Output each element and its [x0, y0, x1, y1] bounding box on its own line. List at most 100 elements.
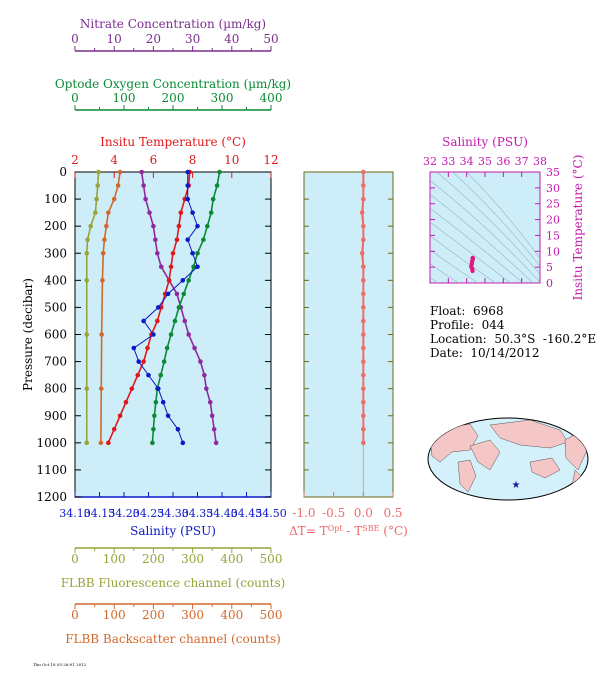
ts-point: [470, 268, 475, 274]
density-contour: [465, 172, 540, 259]
data-point-temperature: [155, 318, 160, 324]
data-point-backscatter: [98, 440, 104, 446]
delta-t-point: [361, 426, 366, 432]
density-contour: [452, 172, 540, 267]
data-point-nitrate: [141, 183, 146, 188]
density-contour: [436, 172, 540, 275]
salinity-tick-label: 34.30: [157, 507, 189, 520]
data-point-fluorescence: [88, 223, 93, 229]
data-point-backscatter: [100, 250, 106, 256]
data-point-fluorescence: [93, 210, 98, 215]
float-id: Float: 6968: [430, 304, 504, 318]
data-point-salinity: [185, 183, 190, 188]
data-point-oxygen: [151, 426, 156, 432]
ts-ytick-label: 35: [546, 166, 560, 179]
delta-t-point: [361, 278, 366, 283]
delta-t-point: [359, 250, 365, 256]
nitrate-tick-label: 10: [107, 32, 122, 46]
salinity-tick-label: 34.10: [59, 507, 91, 520]
oxygen-tick-label: 400: [260, 91, 283, 105]
data-point-nitrate: [209, 413, 215, 419]
land-mass: [469, 439, 501, 471]
nitrate-tick-label: 50: [263, 32, 278, 46]
data-point-temperature: [170, 250, 176, 256]
ts-xtick-label: 35: [478, 155, 492, 168]
fluorescence-tick-label: 0: [71, 552, 79, 566]
data-point-nitrate: [174, 291, 180, 297]
salinity-tick-label: 34.45: [231, 507, 263, 520]
temperature-tick-label: 10: [224, 153, 239, 167]
data-point-salinity: [175, 426, 181, 432]
data-point-temperature: [106, 440, 111, 446]
data-point-oxygen: [181, 291, 187, 297]
data-point-oxygen: [164, 345, 170, 351]
backscatter-tick-label: 0: [71, 608, 79, 622]
delta-t-xtick-label: -0.5: [322, 506, 345, 520]
data-point-salinity: [180, 440, 186, 446]
data-point-backscatter: [98, 386, 104, 391]
data-point-oxygen: [214, 183, 220, 188]
delta-t-point: [361, 345, 366, 351]
data-point-nitrate: [147, 210, 152, 215]
data-point-nitrate: [139, 169, 144, 175]
backscatter-tick-label: 200: [142, 608, 165, 622]
timestamp-footer: Thu Oct 18 05:26:01 2012: [33, 662, 87, 667]
temperature-tick-label: 6: [150, 153, 158, 167]
data-point-salinity: [136, 359, 141, 364]
data-point-oxygen: [201, 237, 206, 243]
pressure-tick-label: 300: [44, 246, 67, 260]
delta-t-point: [361, 332, 366, 337]
ts-xtick-label: 34: [460, 155, 474, 168]
salinity-axis-title: Salinity (PSU): [130, 524, 216, 538]
data-point-nitrate: [213, 440, 219, 446]
data-point-fluorescence: [95, 183, 101, 188]
ts-xtick-label: 38: [533, 155, 547, 168]
land-mass: [529, 457, 561, 479]
data-point-nitrate: [211, 426, 217, 432]
nitrate-tick-label: 20: [146, 32, 161, 46]
delta-t-point: [361, 440, 366, 446]
ts-xtick-label: 36: [496, 155, 510, 168]
data-point-fluorescence: [84, 386, 90, 391]
pressure-tick-label: 100: [44, 192, 67, 206]
data-point-temperature: [117, 413, 123, 419]
ts-ytick-label: 20: [546, 214, 560, 227]
delta-t-plot-area: [303, 171, 394, 498]
pressure-tick-label: 600: [44, 328, 67, 342]
data-point-backscatter: [115, 183, 121, 188]
data-point-salinity: [195, 223, 200, 229]
ts-xtick-label: 32: [423, 155, 437, 168]
ts-xtick-label: 37: [515, 155, 529, 168]
backscatter-axis-title: FLBB Backscatter channel (counts): [65, 632, 281, 646]
delta-t-point: [361, 359, 366, 364]
fluorescence-tick-label: 400: [220, 552, 243, 566]
data-point-fluorescence: [84, 250, 90, 256]
delta-t-xtick-label: 0.0: [354, 506, 373, 520]
delta-t-point: [361, 169, 366, 175]
fluorescence-tick-label: 500: [260, 552, 283, 566]
delta-t-point: [361, 372, 366, 378]
pressure-tick-label: 0: [59, 165, 67, 179]
delta-t-point: [361, 399, 366, 405]
location: Location: 50.3°S -160.2°E: [430, 332, 597, 346]
data-point-oxygen: [153, 399, 159, 405]
data-point-nitrate: [155, 250, 160, 256]
data-point-salinity: [185, 169, 190, 175]
fluorescence-tick-label: 100: [103, 552, 126, 566]
data-point-oxygen: [158, 372, 164, 378]
data-point-nitrate: [186, 332, 191, 337]
delta-t-xtick-label: -1.0: [292, 506, 315, 520]
temperature-tick-label: 2: [71, 153, 79, 167]
temperature-axis-title: Insitu Temperature (°C): [100, 135, 246, 149]
profile-number: Profile: 044: [430, 318, 505, 332]
data-point-salinity: [156, 305, 161, 310]
ts-ytick-label: 15: [546, 229, 560, 242]
data-point-salinity: [160, 399, 166, 405]
data-point-salinity: [165, 291, 171, 297]
delta-t-point: [361, 291, 366, 297]
data-point-salinity: [190, 210, 195, 215]
ts-ytick-label: 30: [546, 182, 560, 195]
data-point-nitrate: [153, 237, 158, 243]
data-point-temperature: [168, 264, 174, 270]
